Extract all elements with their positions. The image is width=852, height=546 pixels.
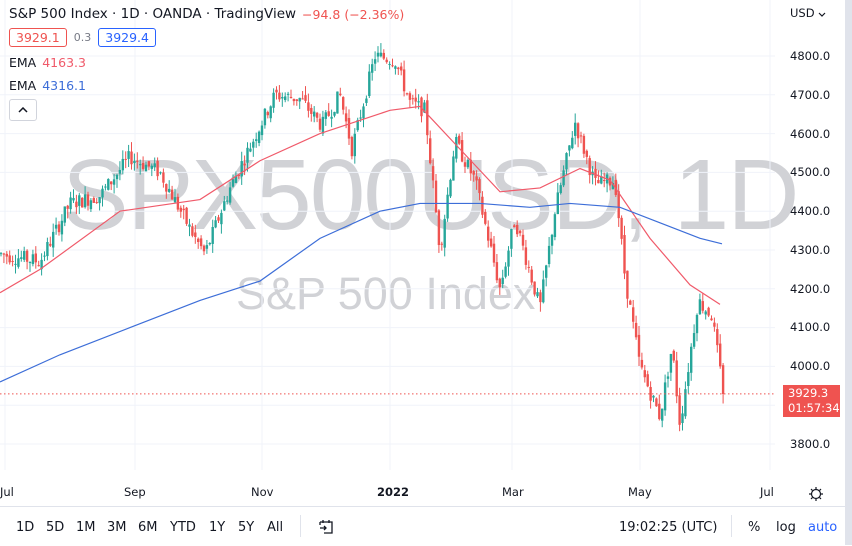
buy-price-button[interactable]: 3929.4 <box>98 28 156 47</box>
ema-slow-value: 4316.1 <box>42 78 86 93</box>
collapse-legend-button[interactable] <box>9 99 37 121</box>
price-label: 4000.0 <box>790 359 831 373</box>
price-label: 4200.0 <box>790 282 831 296</box>
time-axis[interactable]: Jul Sep Nov 2022 Mar May Jul <box>0 470 845 510</box>
time-label: Sep <box>124 485 146 499</box>
name-watermark: S&P 500 Index <box>236 268 536 319</box>
auto-scale-button[interactable]: auto <box>808 520 838 535</box>
ema-fast-value: 4163.3 <box>42 55 86 70</box>
ema-slow-legend[interactable]: EMA 4316.1 <box>9 78 86 93</box>
divider <box>300 515 301 537</box>
percent-scale-button[interactable]: % <box>748 520 761 535</box>
chevron-down-icon <box>818 12 826 17</box>
chart-pane[interactable]: SPX500USD, 1D S&P 500 Index S&P 500 Inde… <box>0 0 799 470</box>
range-1d-button[interactable]: 1D <box>16 520 35 535</box>
range-1m-button[interactable]: 1M <box>76 520 96 535</box>
bar-countdown: 01:57:34 <box>788 401 840 415</box>
log-scale-button[interactable]: log <box>776 520 796 535</box>
price-label: 4300.0 <box>790 243 831 257</box>
time-label: Mar <box>502 485 524 499</box>
bottom-toolbar: 1D 5D 1M 3M 6M YTD 1Y 5Y All 19:02:25 (U… <box>0 506 845 546</box>
last-price-badge: 3929.3 01:57:34 <box>783 385 840 417</box>
price-axis[interactable]: USD 4800.0 4700.0 4600.0 4500.0 4400.0 4… <box>775 0 845 470</box>
window-edge <box>845 0 852 545</box>
price-label: 3800.0 <box>790 437 831 451</box>
price-label: 4600.0 <box>790 127 831 141</box>
time-label: Jul <box>0 485 14 499</box>
chevron-up-icon <box>18 107 28 113</box>
candlestick-plot[interactable] <box>0 0 775 470</box>
price-change: −94.8 (−2.36%) <box>302 6 405 22</box>
range-6m-button[interactable]: 6M <box>138 520 158 535</box>
range-ytd-button[interactable]: YTD <box>170 520 196 535</box>
chart-settings-icon[interactable] <box>808 486 824 502</box>
calendar-goto-icon[interactable] <box>317 518 335 535</box>
price-label: 4100.0 <box>790 320 831 334</box>
clock[interactable]: 19:02:25 (UTC) <box>619 520 718 535</box>
time-label: 2022 <box>377 485 410 499</box>
range-all-button[interactable]: All <box>267 520 284 535</box>
sell-price-button[interactable]: 3929.1 <box>9 28 67 47</box>
price-label: 4500.0 <box>790 165 831 179</box>
spread-value: 0.3 <box>73 31 92 44</box>
symbol-title[interactable]: S&P 500 Index · 1D · OANDA · TradingView <box>9 6 297 22</box>
range-5d-button[interactable]: 5D <box>46 520 65 535</box>
price-label: 4700.0 <box>790 88 831 102</box>
time-label: Jul <box>760 485 774 499</box>
divider <box>731 515 732 537</box>
ema-fast-legend[interactable]: EMA 4163.3 <box>9 55 86 70</box>
time-label: Nov <box>251 485 274 499</box>
chart-legend: S&P 500 Index · 1D · OANDA · TradingView… <box>9 6 404 121</box>
range-1y-button[interactable]: 1Y <box>209 520 226 535</box>
price-label: 4400.0 <box>790 204 831 218</box>
price-label: 4800.0 <box>790 49 831 63</box>
range-3m-button[interactable]: 3M <box>107 520 127 535</box>
currency-selector[interactable]: USD <box>790 6 826 20</box>
time-label: May <box>628 485 652 499</box>
range-5y-button[interactable]: 5Y <box>238 520 255 535</box>
